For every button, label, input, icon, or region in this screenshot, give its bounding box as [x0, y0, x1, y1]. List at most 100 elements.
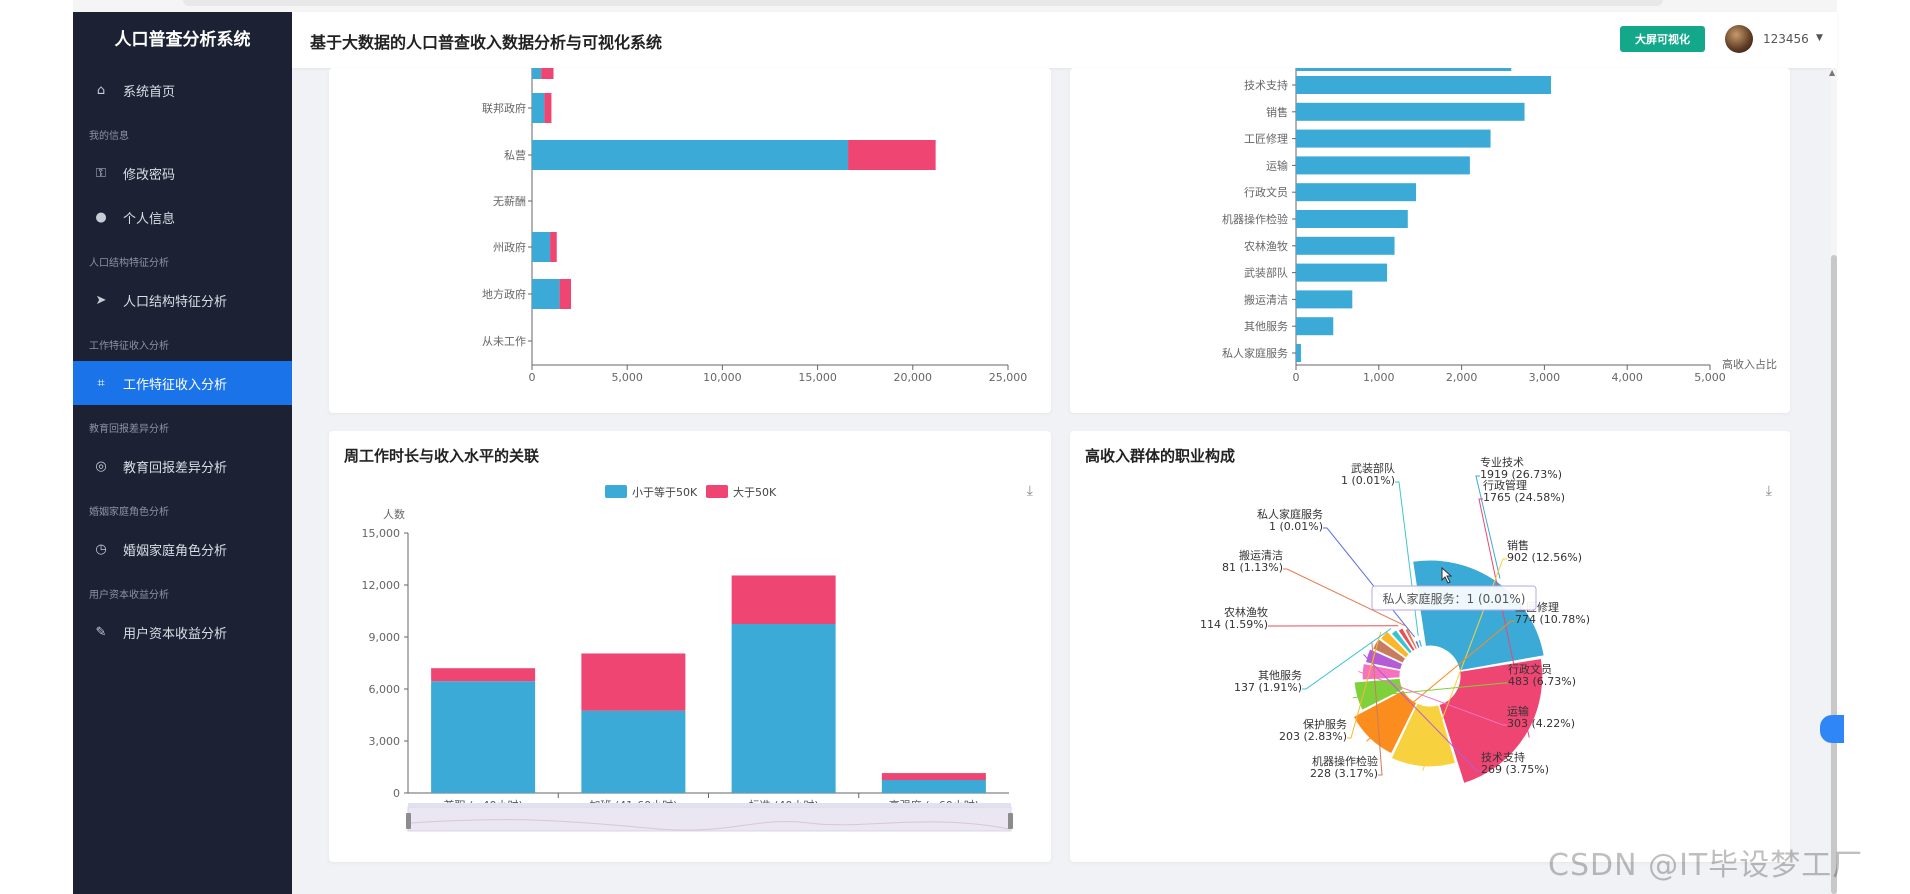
slice-value: 137 (1.91%)	[1234, 681, 1302, 694]
bar	[1296, 156, 1470, 175]
scrollbar-thumb[interactable]	[1831, 255, 1837, 894]
avatar[interactable]	[1725, 25, 1753, 53]
slice-label: 私人家庭服务	[1257, 507, 1323, 521]
card-title: 周工作时长与收入水平的关联	[344, 447, 540, 465]
slice-value: 774 (10.78%)	[1515, 613, 1590, 626]
y-tick-label: 其他服务	[1244, 320, 1288, 333]
slice-label: 行政管理	[1483, 478, 1527, 492]
download-icon[interactable]: ⤓	[1765, 483, 1772, 499]
bar	[1296, 317, 1334, 336]
y-tick-label: 地方政府	[482, 287, 526, 301]
slice-label: 销售	[1507, 538, 1529, 552]
y-tick-label: 农林渔牧	[1244, 239, 1288, 253]
chevron-down-icon[interactable]: ▼	[1816, 33, 1823, 43]
y-tick-label: 3,000	[369, 735, 401, 748]
sidebar-item-marriage[interactable]: ◷ 婚姻家庭角色分析	[73, 527, 292, 571]
sidebar-item-population[interactable]: ➤ 人口结构特征分析	[73, 278, 292, 322]
sidebar-item-change-password[interactable]: ⚿ 修改密码	[73, 151, 292, 195]
bar-low	[731, 624, 836, 793]
bar-low	[532, 232, 551, 262]
bar-cutoff-low	[532, 68, 542, 79]
username[interactable]: 123456	[1763, 32, 1809, 46]
bar-high	[431, 668, 536, 682]
bar-low	[532, 93, 545, 123]
y-tick-label: 行政文员	[1244, 185, 1288, 199]
sidebar-item-home[interactable]: ⌂ 系统首页	[73, 68, 292, 112]
y-tick-label: 无薪酬	[493, 195, 526, 208]
x-tick-label: 20,000	[894, 371, 933, 384]
y-tick-label: 私营	[504, 148, 526, 162]
bar-low	[581, 710, 686, 793]
leader-line	[1302, 628, 1392, 690]
slice-value: 902 (12.56%)	[1507, 551, 1582, 564]
x-tick-label: 3,000	[1529, 371, 1561, 384]
bar-low	[532, 140, 849, 170]
bar-cutoff-high	[541, 68, 554, 79]
leader-line	[1283, 568, 1405, 627]
leader-line	[1366, 620, 1515, 742]
sidebar-item-label: 教育回报差异分析	[123, 460, 228, 476]
app-logo: 人口普查分析系统	[114, 30, 251, 50]
bar-low	[532, 279, 560, 309]
scroll-up-icon[interactable]: ▲	[1829, 68, 1836, 77]
leader-line	[1358, 670, 1507, 726]
y-tick-label: 从未工作	[482, 335, 526, 348]
y-tick-label: 机器操作检验	[1222, 212, 1288, 226]
crop-icon: ⌗	[97, 375, 105, 391]
floating-collapse-button[interactable]	[1820, 715, 1844, 743]
x-tick-label: 2,000	[1446, 371, 1478, 384]
sidebar-item-profile[interactable]: ● 个人信息	[73, 195, 292, 239]
outer-margin-right	[1837, 0, 1910, 894]
x-tick-label: 0	[1293, 371, 1300, 384]
sidebar-item-capital[interactable]: ✎ 用户资本收益分析	[73, 610, 292, 654]
bar-high	[550, 232, 557, 262]
leader-line	[1323, 527, 1416, 638]
rose-slice	[1390, 628, 1413, 655]
watermark: CSDN @IT毕设梦工厂	[1548, 848, 1864, 883]
zoom-slider-preview	[409, 819, 1010, 831]
x-tick-label: 10,000	[703, 371, 742, 384]
x-tick-label: 25,000	[989, 371, 1028, 384]
clock-icon: ◷	[95, 541, 107, 557]
user-icon: ●	[95, 209, 107, 225]
slice-value: 269 (3.75%)	[1481, 763, 1549, 776]
slice-label: 搬运清洁	[1239, 548, 1283, 562]
y-tick-label: 销售	[1266, 105, 1288, 119]
slice-label: 其他服务	[1258, 669, 1302, 682]
sidebar-group-capital: 用户资本收益分析	[89, 590, 169, 601]
sidebar-item-label: 人口结构特征分析	[123, 294, 228, 310]
card-working-hours: 周工作时长与收入水平的关联 ⤓ 小于等于50K 大于50K 人数 0 3,000 6,00…	[329, 431, 1051, 862]
rose-slice	[1397, 627, 1416, 653]
outer-margin-left	[0, 0, 73, 894]
bar-high	[559, 279, 572, 309]
legend-swatch-low	[605, 485, 627, 498]
legend-swatch-high	[706, 485, 728, 498]
sidebar-item-label: 个人信息	[123, 211, 176, 227]
y-tick-label: 州政府	[493, 240, 526, 254]
card-title: 高收入群体的职业构成	[1085, 447, 1236, 465]
bigscreen-button[interactable]: 大屏可视化	[1620, 26, 1705, 52]
bar-high	[544, 93, 552, 123]
bar	[1296, 76, 1552, 94]
sidebar-item-label: 工作特征收入分析	[123, 377, 228, 393]
sidebar: 人口普查分析系统 ⌂ 系统首页 我的信息 ⚿ 修改密码 ● 个人信息 人口结构特征分析…	[73, 12, 292, 894]
home-icon: ⌂	[96, 82, 106, 98]
working-hours-chart: 小于等于50K 大于50K 人数 0 3,000 6,000 9,000 12,000 15,0…	[362, 485, 1013, 832]
bar-high	[731, 575, 836, 624]
sidebar-item-edu[interactable]: ◎ 教育回报差异分析	[73, 444, 292, 488]
y-tick-label: 15,000	[362, 527, 401, 540]
sidebar-item-work[interactable]: ⌗ 工作特征收入分析	[73, 361, 292, 405]
bar	[1296, 236, 1395, 255]
slice-label: 武装部队	[1351, 461, 1395, 475]
slice-value: 203 (2.83%)	[1279, 730, 1347, 743]
slice-value: 1765 (24.58%)	[1483, 491, 1565, 504]
slice-label: 保护服务	[1303, 717, 1347, 731]
cursor-icon	[1441, 566, 1453, 584]
lock-icon: ⚿	[96, 165, 106, 181]
sidebar-item-label: 婚姻家庭角色分析	[123, 543, 228, 559]
rose-slice	[1390, 702, 1457, 768]
y-tick-label: 6,000	[369, 683, 401, 696]
bar-high	[848, 140, 936, 170]
download-icon[interactable]: ⤓	[1026, 483, 1033, 499]
